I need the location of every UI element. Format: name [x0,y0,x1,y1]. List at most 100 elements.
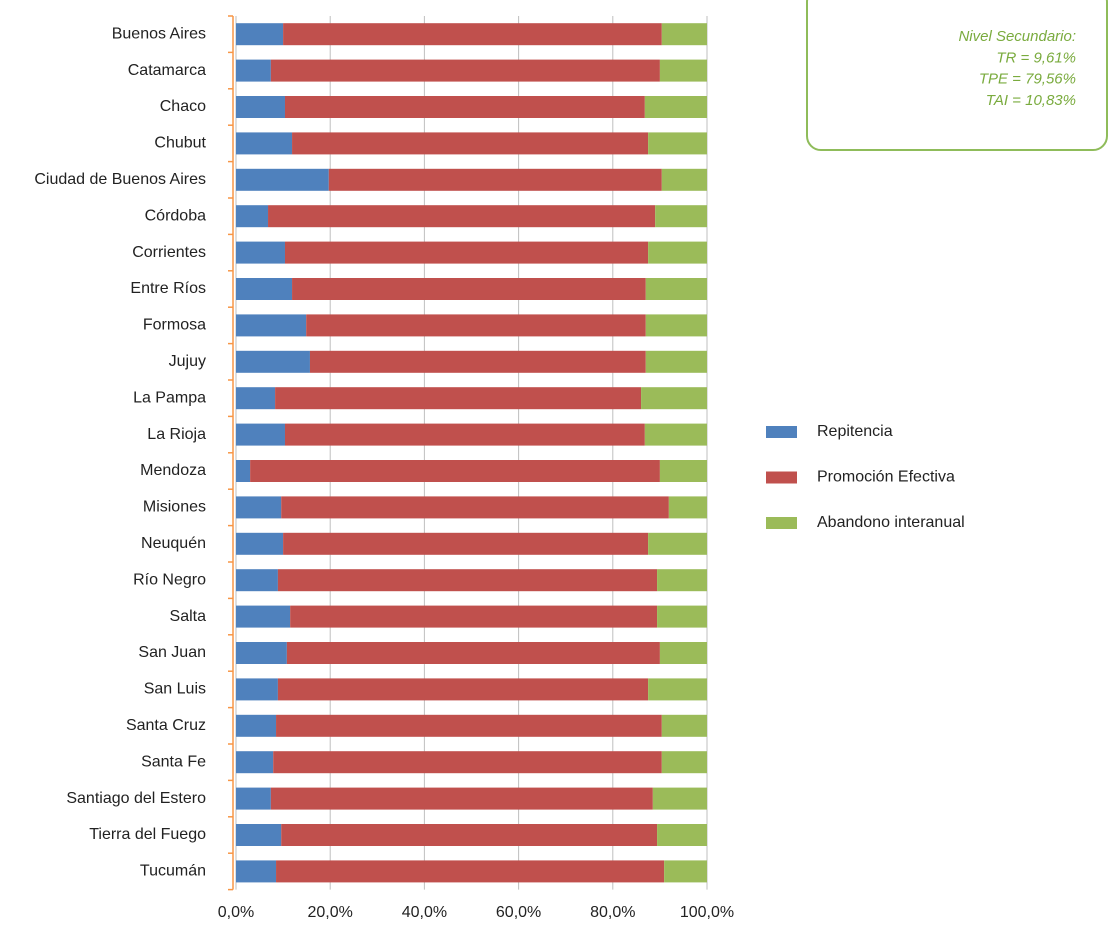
bar-segment [276,714,662,737]
bar-segment [236,605,291,628]
bar-segment [236,278,293,300]
bar-segment [281,496,669,519]
bar-segment [668,496,707,519]
bar-segment [270,59,660,82]
annotation: TAI = 10,83% [986,92,1076,109]
bar-segment [309,350,646,373]
legend-swatch [766,426,797,438]
y-tick-label: Río Negro [133,571,206,588]
y-tick-label: Tierra del Fuego [89,826,206,843]
bar-segment [276,860,665,883]
bar-segment [657,605,707,628]
legend-label: Abandono interanual [817,514,965,531]
bar-segment [268,205,656,228]
bar-segment [236,350,310,373]
x-tick-label: 0,0% [218,904,254,921]
bar-segment [281,824,658,846]
bar-segment [645,278,707,300]
bar-segment [270,787,653,810]
bar-segment [648,678,707,701]
bar-segment [661,23,707,46]
bar-segment [655,205,707,228]
y-tick-label: Chubut [154,135,206,152]
y-tick-label: Salta [170,608,207,625]
bar-segment [236,460,251,482]
bar-segment [236,751,274,774]
y-tick-label: Chaco [160,98,206,115]
bar-segment [236,860,277,883]
bar-segment [657,824,707,846]
bar-segment [236,23,284,46]
bar-segment [659,642,707,664]
bar-segment [236,642,287,664]
bar-segment [236,387,276,410]
bar-segment [236,241,285,264]
y-tick-label: San Juan [138,644,206,661]
legend-label: Repitencia [817,423,893,440]
bar-segment [236,532,284,555]
y-tick-label: Jujuy [169,353,206,370]
bar-segment [328,168,662,191]
bar-segment [236,787,271,810]
bar-segment [661,714,707,737]
y-tick-label: Catamarca [128,62,206,79]
x-tick-label: 40,0% [402,904,447,921]
bar-segment [236,496,282,519]
bar-segment [292,278,646,300]
y-tick-label: Córdoba [145,207,206,224]
bar-segment [290,605,658,628]
bar-segment [645,350,707,373]
bar-segment [277,678,649,701]
bar-segment [236,423,285,446]
bar-segment [284,423,645,446]
bar-segment [648,241,707,264]
annotation-box [806,0,1108,151]
y-tick-label: Misiones [143,499,206,516]
bar-segment [236,205,269,228]
bar-segment [236,824,282,846]
bar-segment [236,714,277,737]
bar-segment [652,787,707,810]
y-tick-label: Formosa [143,317,206,334]
bar-segment [236,59,271,82]
bar-segment [284,241,649,264]
bar-segment [641,387,707,410]
bar-segment [236,314,307,337]
y-tick-label: Santiago del Estero [66,790,206,807]
bar-segment [284,96,645,118]
y-tick-label: Buenos Aires [112,25,206,42]
bar-segment [283,532,649,555]
annotation: TR = 9,61% [996,49,1076,66]
y-tick-label: San Luis [144,681,206,698]
legend-swatch [766,471,797,484]
y-tick-label: Santa Fe [141,753,206,770]
bar-segment [236,569,278,592]
bar-segment [657,569,707,592]
bar-segment [283,23,662,46]
bar-segment [659,460,707,482]
y-tick-label: Neuquén [141,535,206,552]
bar-segment [273,751,662,774]
bar-segment [648,132,707,155]
legend-swatch [766,517,797,529]
bar-segment [644,96,707,118]
bar-segment [661,751,707,774]
bar-segment [236,678,278,701]
bar-segment [236,132,293,155]
y-tick-label: Mendoza [140,462,206,479]
bar-segment [659,59,707,82]
bar-segment [645,314,707,337]
bar-segment [236,96,285,118]
bar-segment [648,532,707,555]
y-tick-label: Santa Cruz [126,717,206,734]
y-tick-label: La Pampa [133,389,206,406]
bar-segment [661,168,707,191]
bar-segment [306,314,646,337]
y-tick-label: La Rioja [147,426,206,443]
y-tick-label: Ciudad de Buenos Aires [34,171,206,188]
bar-segment [277,569,658,592]
legend-label: Promoción Efectiva [817,469,955,486]
bar-segment [275,387,642,410]
y-tick-label: Entre Ríos [130,280,206,297]
